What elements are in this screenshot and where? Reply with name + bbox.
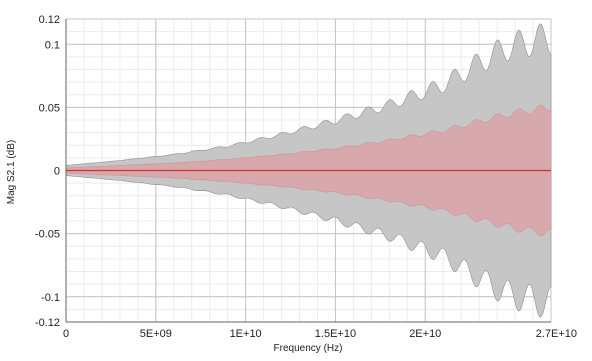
- x-tick-label: 1E+10: [230, 328, 262, 340]
- y-tick-label: -0.05: [35, 229, 60, 241]
- x-tick-label: 1.5E+10: [315, 328, 356, 340]
- x-axis-label: Frequency (Hz): [274, 343, 343, 354]
- band-layer: [65, 23, 552, 318]
- x-tick-label: 2E+10: [409, 328, 441, 340]
- y-tick-label: 0.05: [39, 102, 60, 114]
- axis-layer: [65, 19, 551, 323]
- y-tick-label: 0: [54, 166, 60, 178]
- y-axis-label: Mag S2.1 (dB): [6, 140, 17, 204]
- y-tick-label: 0.12: [39, 14, 60, 26]
- y-tick-label: -0.12: [35, 317, 60, 329]
- y-tick-label: 0.1: [45, 39, 60, 51]
- x-tick-label: 5E+09: [140, 328, 172, 340]
- x-tick-label: 2.7E+10: [536, 328, 577, 340]
- y-tick-label: -0.1: [41, 292, 60, 304]
- x-tick-label: 0: [63, 328, 69, 340]
- tick-layer: 0.120.10.050-0.05-0.1-0.120 5E+09 1E+10 1.5…: [35, 14, 577, 340]
